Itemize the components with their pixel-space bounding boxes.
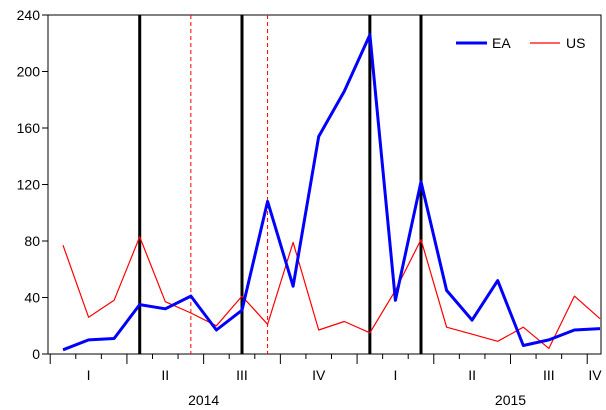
y-tick-label: 240 xyxy=(17,7,41,23)
x-year-label: 2014 xyxy=(188,392,219,408)
x-quarter-label: III xyxy=(236,367,248,383)
y-tick-label: 120 xyxy=(17,177,41,193)
series-line-ea xyxy=(62,33,601,352)
x-quarter-label: II xyxy=(161,367,169,383)
x-year-label: 2015 xyxy=(495,392,526,408)
series-lines xyxy=(62,33,601,352)
plot-frame xyxy=(47,14,602,355)
legend: EA US xyxy=(456,35,585,51)
x-quarter-label: I xyxy=(87,367,91,383)
y-tick-label: 200 xyxy=(17,64,41,80)
x-quarter-label: III xyxy=(543,367,555,383)
y-tick-label: 160 xyxy=(17,120,41,136)
plot-area xyxy=(47,14,602,355)
series-line-us xyxy=(62,236,601,349)
y-tick-label: 80 xyxy=(24,233,40,249)
legend-label-ea: EA xyxy=(492,35,511,51)
x-quarter-label: II xyxy=(468,367,476,383)
x-quarter-label: IV xyxy=(588,367,602,383)
y-tick-label: 0 xyxy=(32,346,40,362)
y-tick-label: 40 xyxy=(24,290,40,306)
event-lines xyxy=(138,15,423,354)
x-quarter-label: IV xyxy=(312,367,326,383)
x-quarter-label: I xyxy=(393,367,397,383)
y-axis: 0 40 80 120 160 200 240 xyxy=(17,7,48,362)
legend-label-us: US xyxy=(566,35,585,51)
